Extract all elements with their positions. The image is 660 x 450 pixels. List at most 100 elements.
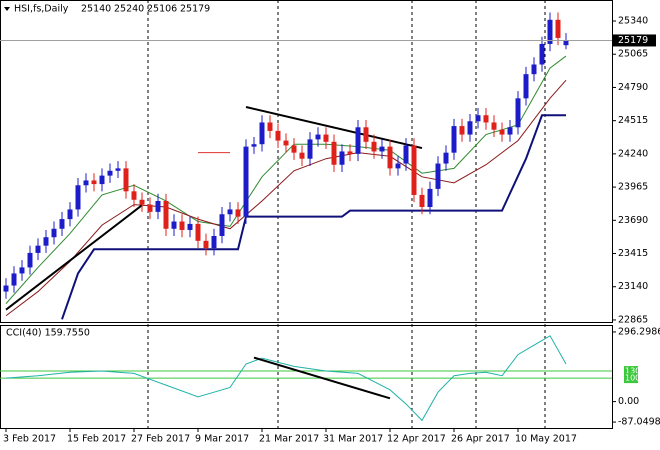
y-tick-label: 25340 — [618, 16, 648, 27]
candle-body — [451, 126, 457, 153]
candle-body — [3, 285, 9, 292]
y-tick-label: 25065 — [618, 49, 648, 60]
candle-body — [171, 221, 177, 229]
price-box — [612, 34, 656, 47]
candle-body — [371, 141, 377, 152]
candle-body — [75, 185, 81, 210]
line — [5, 335, 567, 422]
candle-body — [19, 267, 25, 274]
x-tick-label: 12 Apr 2017 — [387, 434, 446, 445]
candle-body — [307, 139, 313, 159]
ohlc-close: 25179 — [180, 4, 210, 15]
candle-body — [275, 130, 281, 141]
candle-body — [363, 127, 369, 142]
candle-body — [139, 199, 145, 205]
candle-body — [211, 236, 217, 249]
candle-body — [11, 273, 17, 286]
candle-body — [131, 191, 137, 200]
candle-body — [347, 151, 353, 154]
candle-body — [419, 194, 425, 208]
candle-body — [99, 175, 105, 185]
y-tick-label: 23690 — [618, 215, 648, 226]
candle-body — [147, 204, 153, 212]
candle-body — [483, 115, 489, 123]
candle-body — [459, 126, 465, 135]
candle-body — [411, 145, 417, 195]
y-tick-label: 23415 — [618, 248, 648, 259]
candle-body — [523, 74, 529, 99]
candle-body — [435, 163, 441, 189]
candle-body — [507, 127, 513, 135]
candle-body — [539, 43, 545, 65]
x-tick-label: 27 Feb 2017 — [131, 434, 190, 445]
candle-body — [443, 152, 449, 164]
cci-frame — [0, 325, 613, 429]
ohlc-open: 25140 — [81, 4, 111, 15]
y-tick-label: 296.2986 — [618, 326, 660, 337]
candle-body — [67, 209, 73, 220]
candle-body — [123, 168, 129, 192]
level-box — [624, 366, 638, 377]
x-tick-label: 26 Apr 2017 — [451, 434, 510, 445]
candle-body — [187, 223, 193, 230]
cci-title: CCI(40) 159.7550 — [6, 328, 90, 339]
candle-body — [467, 121, 473, 135]
candle-body — [355, 127, 361, 154]
level-box — [624, 373, 638, 384]
candle-body — [259, 122, 265, 145]
x-tick-label: 9 Mar 2017 — [195, 434, 249, 445]
candle-body — [427, 188, 433, 208]
y-tick-label: -87.0498 — [618, 417, 660, 428]
candle-body — [299, 152, 305, 159]
candle-body — [115, 168, 121, 171]
candle-body — [195, 223, 201, 241]
candle-body — [339, 151, 345, 165]
candle-body — [563, 40, 569, 46]
price-label: 25179 — [618, 35, 648, 46]
candle-body — [43, 237, 49, 246]
y-tick-label: 23140 — [618, 281, 648, 292]
y-tick-label: 24515 — [618, 115, 648, 126]
candle-body — [331, 141, 337, 165]
candle-body — [379, 146, 385, 152]
level-label: 130 — [625, 367, 640, 376]
y-tick-label: 0.00 — [618, 396, 639, 407]
candle-body — [315, 134, 321, 140]
candle-body — [491, 122, 497, 130]
candle-body — [83, 180, 89, 186]
candle-body — [155, 200, 161, 212]
y-tick-label: 22865 — [618, 314, 648, 325]
chart-title: HSI,fs,Daily — [14, 4, 69, 15]
candle-body — [515, 98, 521, 128]
line — [253, 356, 391, 400]
y-tick-label: 24240 — [618, 148, 648, 159]
candle-body — [251, 144, 257, 147]
main-frame — [0, 0, 613, 323]
period-separators — [147, 0, 546, 428]
candle-body — [163, 200, 169, 229]
menu-arrow — [4, 7, 10, 11]
candle-body — [395, 163, 401, 169]
y-tick-label: 23965 — [618, 182, 648, 193]
line — [5, 79, 567, 317]
candle-body — [547, 19, 553, 44]
candle-body — [91, 180, 97, 185]
y-tick-label: 24790 — [618, 82, 648, 93]
candle-body — [387, 146, 393, 169]
candle-body — [267, 122, 273, 131]
candle-body — [235, 209, 241, 217]
ohlc-low: 25106 — [147, 4, 177, 15]
candle-body — [403, 145, 409, 164]
candle-body — [35, 245, 41, 253]
candle-body — [107, 170, 113, 176]
line — [5, 204, 143, 311]
candle-body — [283, 140, 289, 146]
x-tick-label: 15 Feb 2017 — [67, 434, 126, 445]
x-tick-label: 3 Feb 2017 — [3, 434, 56, 445]
ohlc-high: 25240 — [114, 4, 144, 15]
candle-body — [475, 115, 481, 122]
candle-body — [291, 145, 297, 153]
level-label: 100 — [625, 374, 640, 383]
candle-body — [555, 19, 561, 38]
